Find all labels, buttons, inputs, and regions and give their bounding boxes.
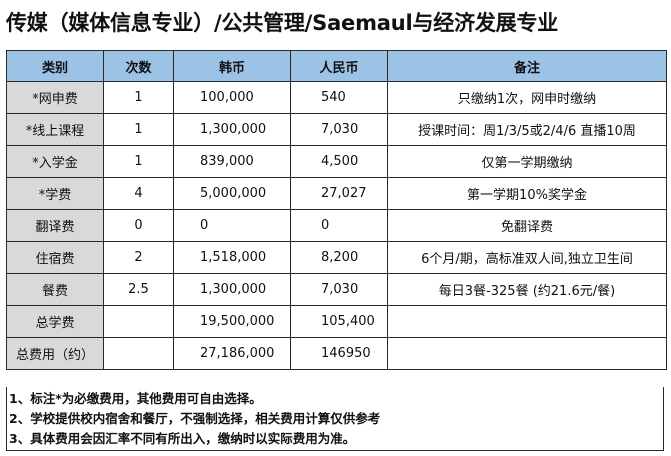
cell-category: 餐费: [6, 273, 104, 306]
cell-note: 每日3餐-325餐 (约21.6元/餐): [387, 273, 667, 306]
header-krw: 韩币: [173, 50, 291, 82]
cell-times: 1: [103, 145, 174, 178]
table-row: *学费 4 5,000,000 27,027 第一学期10%奖学金: [6, 177, 667, 210]
cell-rmb: 27,027: [290, 177, 388, 210]
table-row: 餐费 2.5 1,300,000 7,030 每日3餐-325餐 (约21.6元…: [6, 273, 667, 306]
cell-category: *入学金: [6, 145, 104, 178]
cell-note: 仅第一学期缴纳: [387, 145, 667, 178]
cell-krw: 100,000: [173, 81, 291, 114]
fee-table: 类别 次数 韩币 人民币 备注 *网申费 1 100,000 540 只缴纳1次…: [6, 50, 667, 370]
cell-note: 授课时间：周1/3/5或2/4/6 直播10周: [387, 113, 667, 146]
cell-krw: 0: [173, 209, 291, 242]
cell-note: 第一学期10%奖学金: [387, 177, 667, 210]
cell-krw: 1,300,000: [173, 113, 291, 146]
cell-times: 0: [103, 209, 174, 242]
cell-times: 1: [103, 113, 174, 146]
header-rmb: 人民币: [290, 50, 388, 82]
cell-note: 6个月/期，高标准双人间,独立卫生间: [387, 241, 667, 274]
cell-category: *学费: [6, 177, 104, 210]
table-row-total-tuition: 总学费 19,500,000 105,400: [6, 305, 667, 338]
header-times: 次数: [103, 50, 174, 82]
cell-category: 住宿费: [6, 241, 104, 274]
header-category: 类别: [6, 50, 104, 82]
cell-note: 只缴纳1次，网申时缴纳: [387, 81, 667, 114]
page-title: 传媒（媒体信息专业）/公共管理/Saemaul与经济发展专业: [6, 11, 559, 35]
header-note: 备注: [387, 50, 667, 82]
cell-note: [387, 305, 667, 338]
cell-times: 2: [103, 241, 174, 274]
cell-krw: 5,000,000: [173, 177, 291, 210]
cell-rmb: 4,500: [290, 145, 388, 178]
cell-rmb: 0: [290, 209, 388, 242]
cell-category: 总学费: [6, 305, 104, 338]
cell-krw: 19,500,000: [173, 305, 291, 338]
notes-box: 1、标注*为必缴费用，其他费用可自由选择。 2、学校提供校内宿舍和餐厅，不强制选…: [6, 387, 664, 451]
cell-category: 总费用（约）: [6, 337, 104, 370]
note-line: 3、具体费用会因汇率不同有所出入，缴纳时以实际费用为准。: [9, 431, 356, 446]
table-row-total-cost: 总费用（约） 27,186,000 146950: [6, 337, 667, 370]
note-line: 1、标注*为必缴费用，其他费用可自由选择。: [9, 391, 262, 406]
cell-category: 翻译费: [6, 209, 104, 242]
cell-note: [387, 337, 667, 370]
table-row: *网申费 1 100,000 540 只缴纳1次，网申时缴纳: [6, 81, 667, 114]
cell-note: 免翻译费: [387, 209, 667, 242]
cell-category: *网申费: [6, 81, 104, 114]
cell-times: 1: [103, 81, 174, 114]
cell-rmb: 146950: [290, 337, 388, 370]
table-header-row: 类别 次数 韩币 人民币 备注: [6, 50, 667, 82]
cell-times: [103, 305, 174, 338]
cell-times: 4: [103, 177, 174, 210]
cell-category: *线上课程: [6, 113, 104, 146]
cell-times: 2.5: [103, 273, 174, 306]
cell-krw: 1,518,000: [173, 241, 291, 274]
cell-rmb: 7,030: [290, 113, 388, 146]
table-row: 翻译费 0 0 0 免翻译费: [6, 209, 667, 242]
cell-rmb: 105,400: [290, 305, 388, 338]
table-row: 住宿费 2 1,518,000 8,200 6个月/期，高标准双人间,独立卫生间: [6, 241, 667, 274]
table-row: *线上课程 1 1,300,000 7,030 授课时间：周1/3/5或2/4/…: [6, 113, 667, 146]
note-line: 2、学校提供校内宿舍和餐厅，不强制选择，相关费用计算仅供参考: [9, 411, 381, 426]
cell-rmb: 540: [290, 81, 388, 114]
cell-krw: 27,186,000: [173, 337, 291, 370]
cell-krw: 839,000: [173, 145, 291, 178]
table-row: *入学金 1 839,000 4,500 仅第一学期缴纳: [6, 145, 667, 178]
cell-times: [103, 337, 174, 370]
cell-krw: 1,300,000: [173, 273, 291, 306]
cell-rmb: 7,030: [290, 273, 388, 306]
cell-rmb: 8,200: [290, 241, 388, 274]
